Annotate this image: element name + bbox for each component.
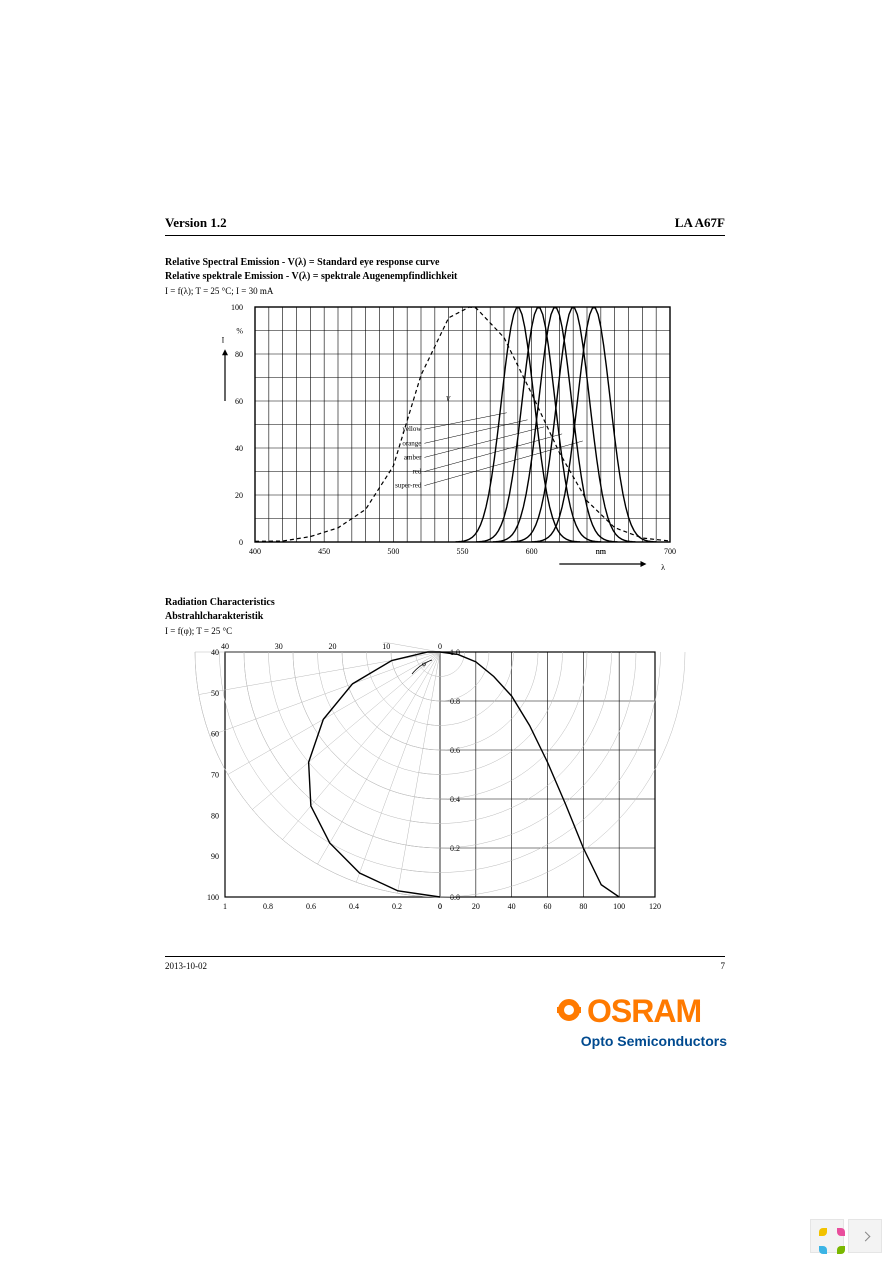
svg-text:70: 70: [211, 771, 219, 780]
source-button[interactable]: [810, 1219, 844, 1253]
chevron-right-icon: [860, 1231, 870, 1241]
chart2-condition: I = f(φ); T = 25 °C: [165, 626, 725, 636]
svg-text:90: 90: [211, 852, 219, 861]
page-footer: 2013-10-02 7: [165, 956, 725, 971]
brand-logo: OSRAM Opto Semiconductors: [557, 990, 727, 1049]
svg-text:30: 30: [275, 642, 283, 651]
svg-text:450: 450: [318, 547, 330, 556]
svg-text:λ: λ: [661, 563, 665, 572]
svg-text:orange: orange: [402, 439, 421, 447]
svg-text:0.4: 0.4: [349, 902, 359, 911]
version-label: Version 1.2: [165, 215, 227, 231]
svg-text:100: 100: [231, 303, 243, 312]
svg-text:red: red: [412, 468, 421, 476]
svg-text:60: 60: [211, 730, 219, 739]
svg-text:10: 10: [382, 642, 390, 651]
logo-text: OSRAM: [557, 990, 727, 1030]
svg-text:80: 80: [235, 350, 243, 359]
svg-text:100: 100: [207, 893, 219, 902]
chart1-svg: 020406080100%I400450500550600nm700nmλVye…: [165, 302, 725, 582]
svg-text:V: V: [446, 395, 451, 403]
svg-text:20: 20: [329, 642, 337, 651]
svg-text:0.4: 0.4: [450, 795, 460, 804]
chart1-spectral-emission: 020406080100%I400450500550600nm700nmλVye…: [165, 302, 725, 582]
chart2-title-en: Radiation Characteristics: [165, 596, 725, 610]
svg-text:yellow: yellow: [402, 425, 422, 433]
svg-text:0.8: 0.8: [263, 902, 273, 911]
svg-text:60: 60: [544, 902, 552, 911]
svg-text:40: 40: [211, 648, 219, 657]
chart1-title-en: Relative Spectral Emission - V(λ) = Stan…: [165, 256, 725, 270]
footer-date: 2013-10-02: [165, 961, 207, 971]
viewer-nav: [810, 1219, 882, 1253]
datasheet-page: Version 1.2 LA A67F Relative Spectral Em…: [165, 215, 725, 971]
svg-text:40: 40: [235, 444, 243, 453]
svg-text:400: 400: [249, 547, 261, 556]
svg-text:OSRAM: OSRAM: [587, 993, 701, 1029]
svg-text:0.8: 0.8: [450, 697, 460, 706]
svg-text:50: 50: [211, 689, 219, 698]
svg-text:550: 550: [457, 547, 469, 556]
svg-text:120: 120: [649, 902, 661, 911]
part-number: LA A67F: [675, 215, 725, 231]
next-page-button[interactable]: [848, 1219, 882, 1253]
logo-subtext: Opto Semiconductors: [557, 1033, 727, 1049]
svg-text:0.2: 0.2: [450, 844, 460, 853]
svg-text:700: 700: [664, 547, 676, 556]
svg-text:1.0: 1.0: [450, 648, 460, 657]
svg-text:super-red: super-red: [395, 482, 422, 490]
svg-text:20: 20: [472, 902, 480, 911]
svg-text:0.2: 0.2: [392, 902, 402, 911]
chart1-condition: I = f(λ); T = 25 °C; I = 30 mA: [165, 286, 725, 296]
svg-text:80: 80: [579, 902, 587, 911]
svg-text:%: %: [236, 327, 243, 336]
chart2-title-de: Abstrahlcharakteristik: [165, 610, 725, 624]
svg-text:0.0: 0.0: [450, 893, 460, 902]
svg-text:0.6: 0.6: [450, 746, 460, 755]
svg-text:I: I: [222, 335, 225, 344]
page-header: Version 1.2 LA A67F: [165, 215, 725, 236]
svg-text:600: 600: [526, 547, 538, 556]
svg-text:amber: amber: [404, 453, 422, 461]
svg-text:1: 1: [223, 902, 227, 911]
svg-text:0.6: 0.6: [306, 902, 316, 911]
svg-text:0: 0: [438, 902, 442, 911]
svg-text:100: 100: [613, 902, 625, 911]
chart1-title-de: Relative spektrale Emission - V(λ) = spe…: [165, 270, 725, 284]
svg-text:20: 20: [235, 491, 243, 500]
svg-text:nm: nm: [596, 547, 607, 556]
svg-text:40: 40: [221, 642, 229, 651]
svg-text:500: 500: [387, 547, 399, 556]
svg-text:60: 60: [235, 397, 243, 406]
svg-text:40: 40: [508, 902, 516, 911]
svg-text:0: 0: [438, 642, 442, 651]
flower-icon: [818, 1227, 836, 1245]
svg-text:80: 80: [211, 811, 219, 820]
chart2-svg: 1.00.80.60.40.20.04030201004050607080901…: [165, 642, 725, 942]
svg-text:0: 0: [239, 538, 243, 547]
footer-page: 7: [721, 961, 726, 971]
chart2-radiation: 1.00.80.60.40.20.04030201004050607080901…: [165, 642, 725, 942]
